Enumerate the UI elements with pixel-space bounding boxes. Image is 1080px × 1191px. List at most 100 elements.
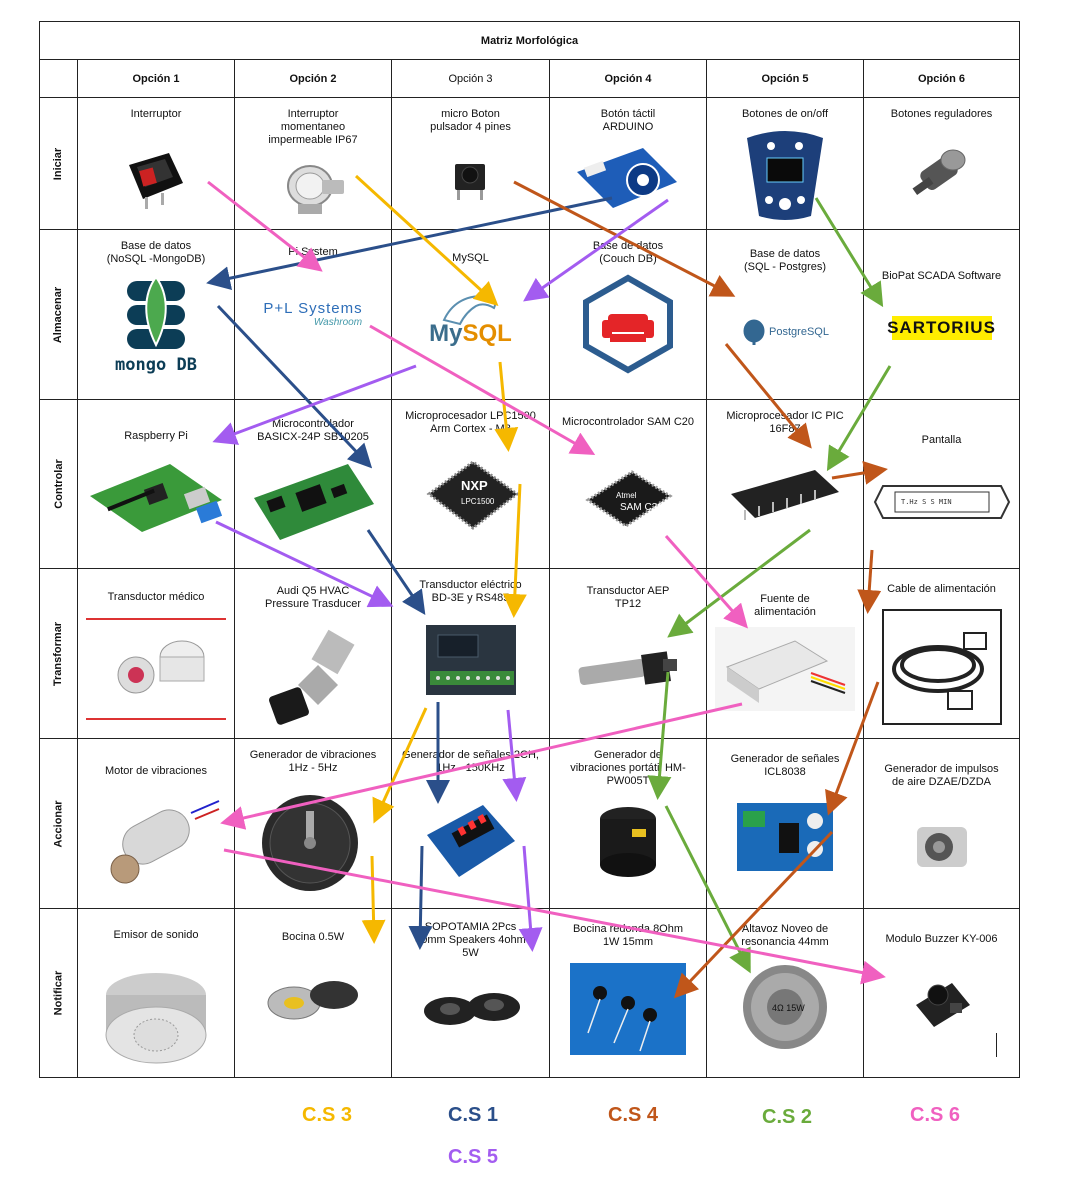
cell-basicx-label: Microcontrolador BASICX-24P SB10205 (257, 418, 369, 443)
legend-cs2: C.S 2 (762, 1106, 813, 1128)
header-option-5: Opción 5 (706, 59, 864, 98)
sartorius-logo-text: SARTORIUS (887, 318, 996, 337)
header-option-1-label: Opción 1 (132, 72, 180, 85)
header-option-3: Opción 3 (391, 59, 550, 98)
separator-line (996, 1033, 997, 1057)
mongodb-logo-icon: mongo DB (106, 275, 206, 375)
row-label-transformar: Transformar (39, 568, 78, 739)
cell-bd3e-label: Transductor eléctrico BD-3E y RS485 (419, 579, 522, 604)
cell-raspberry-pi-label: Raspberry Pi (124, 430, 188, 442)
resonance-speaker-icon: 4Ω 15W (730, 961, 840, 1053)
electric-transducer-icon (416, 619, 526, 703)
sartorius-logo: SARTORIUS (887, 316, 995, 340)
cell-interruptor: Interruptor (77, 97, 235, 230)
cell-bocina-8ohm: Bocina redonda 8Ohm 1W 15mm (549, 908, 707, 1078)
cell-pic16f87-label: Microprocesador IC PIC 16F87 (726, 410, 844, 435)
header-option-4: Opción 4 (549, 59, 707, 98)
matrix-title-text: Matriz Morfológica (480, 34, 579, 47)
postgresql-logo: PostgreSQL (720, 318, 850, 346)
cell-biopat-scada: BioPat SCADA Software SARTORIUS (863, 229, 1020, 400)
raspberry-pi-board-icon (86, 460, 226, 536)
cell-buzzer-ky006-label: Modulo Buzzer KY-006 (885, 933, 998, 945)
cell-icl8038: Generador de señales ICL8038 (706, 738, 864, 909)
touch-sensor-board-icon (573, 142, 683, 212)
cell-bocina-05w-label: Bocina 0.5W (281, 931, 345, 943)
cell-interruptor-ip67: Interruptor momentaneo impermeable IP67 (234, 97, 392, 230)
cell-botones-reguladores-label: Botones reguladores (890, 108, 993, 120)
couchdb-logo-icon (580, 274, 676, 374)
legend-cs5: C.S 5 (448, 1146, 499, 1168)
cell-raspberry-pi: Raspberry Pi (77, 399, 235, 569)
pl-systems-sub-text: Washroom (313, 317, 363, 328)
cell-pi-system: Pi System P+L Systems Washroom (234, 229, 392, 400)
matrix-title: Matriz Morfológica (39, 21, 1020, 60)
cell-couchdb-label: Base de datos (Couch DB) (592, 240, 664, 265)
postgresql-logo-text: PostgreSQL (769, 326, 829, 338)
rocker-switch-icon (121, 143, 191, 213)
cell-gen-vibraciones-label: Generador de vibraciones 1Hz - 5Hz (249, 749, 377, 774)
cell-sam-c20-label: Microcontrolador SAM C20 (561, 416, 695, 428)
cell-boton-tactil-arduino: Botón táctil ARDUINO (549, 97, 707, 230)
cell-altavoz-noveo: Altavoz Noveo de resonancia 44mm 4Ω 15W (706, 908, 864, 1078)
air-blower-icon (911, 821, 973, 873)
display-text: T.Hz S S MIN (901, 498, 952, 506)
lpc-chip-text: LPC1500 (461, 497, 495, 506)
cell-postgres-label: Base de datos (SQL - Postgres) (743, 248, 827, 273)
row-label-notificar-text: Notificar (52, 970, 65, 1016)
portable-vibration-generator-icon (588, 799, 668, 883)
row-label-accionar-text: Accionar (52, 799, 65, 848)
dip-chip-icon (725, 464, 845, 524)
corner-cell (39, 59, 78, 98)
tactile-button-icon (449, 158, 493, 202)
small-speaker-icon (258, 975, 368, 1025)
metal-push-button-icon (278, 156, 348, 222)
cell-botones-on-off: Botones de on/off (706, 97, 864, 230)
row-label-accionar: Accionar (39, 738, 78, 909)
cell-interruptor-ip67-label: Interruptor momentaneo impermeable IP67 (268, 108, 358, 146)
cell-fuente-label: Fuente de alimentación (754, 593, 816, 618)
cell-emisor-sonido-label: Emisor de sonido (113, 929, 199, 941)
cell-audi-q5-label: Audi Q5 HVAC Pressure Trasducer (265, 585, 361, 610)
row-label-notificar: Notificar (39, 908, 78, 1078)
cell-micro-boton: micro Boton pulsador 4 pines (391, 97, 550, 230)
cell-altavoz-noveo-label: Altavoz Noveo de resonancia 44mm (741, 923, 829, 948)
legend-cs4: C.S 4 (608, 1104, 659, 1126)
speaker-label-text: 4Ω 15W (772, 1003, 805, 1013)
remote-control-icon (741, 128, 829, 224)
pl-systems-logo-text: P+L Systems (263, 300, 363, 317)
round-buzzer-icon (570, 963, 686, 1055)
pressure-transmitter-icon (573, 639, 683, 699)
cell-lpc1500: Microprocesador LPC1500 Arm Cortex - M3 … (391, 399, 550, 569)
header-option-5-label: Opción 5 (761, 72, 809, 85)
row-label-controlar: Controlar (39, 399, 78, 569)
vibration-generator-icon (248, 781, 378, 905)
samc20-chip-text: SAM C20 (620, 502, 663, 513)
cell-motor-vibraciones: Motor de vibraciones (77, 738, 235, 909)
cell-sopotamia-label: SOPOTAMIA 2Pcs 40mm Speakers 4ohm 5W (415, 921, 526, 959)
legend-cs1: C.S 1 (448, 1104, 499, 1126)
cell-gen-senales-2ch: Generador de señales 2CH, 1Hz - 150KHz (391, 738, 550, 909)
cell-emisor-sonido: Emisor de sonido (77, 908, 235, 1078)
cell-gen-senales-2ch-label: Generador de señales 2CH, 1Hz - 150KHz (402, 749, 539, 774)
header-option-3-label: Opción 3 (448, 72, 493, 85)
vibration-motor-icon (91, 797, 221, 893)
row-label-iniciar: Iniciar (39, 97, 78, 230)
elephant-icon (742, 318, 766, 345)
atmel-chip-text: Atmel (616, 491, 637, 500)
cell-audi-q5: Audi Q5 HVAC Pressure Trasducer (234, 568, 392, 739)
mysql-my-text: My (429, 320, 463, 347)
medical-transducer-icon (86, 615, 226, 725)
cell-cable-label: Cable de alimentación (887, 583, 996, 595)
cell-motor-vibraciones-label: Motor de vibraciones (104, 765, 208, 777)
cell-aep-tp12: Transductor AEP TP12 (549, 568, 707, 739)
mysql-logo: MySQL (411, 290, 531, 348)
row-label-almacenar: Almacenar (39, 229, 78, 400)
cell-mongodb-label: Base de datos (NoSQL -MongoDB) (106, 240, 206, 265)
legend-cs3: C.S 3 (302, 1104, 353, 1126)
cell-mysql-label: MySQL (452, 252, 489, 264)
cell-cable: Cable de alimentación (863, 568, 1020, 739)
pressure-sensor-icon (258, 625, 368, 729)
cell-basicx: Microcontrolador BASICX-24P SB10205 (234, 399, 392, 569)
mysql-sql-text: SQL (462, 320, 512, 347)
nxp-chip-text: NXP (461, 478, 488, 493)
